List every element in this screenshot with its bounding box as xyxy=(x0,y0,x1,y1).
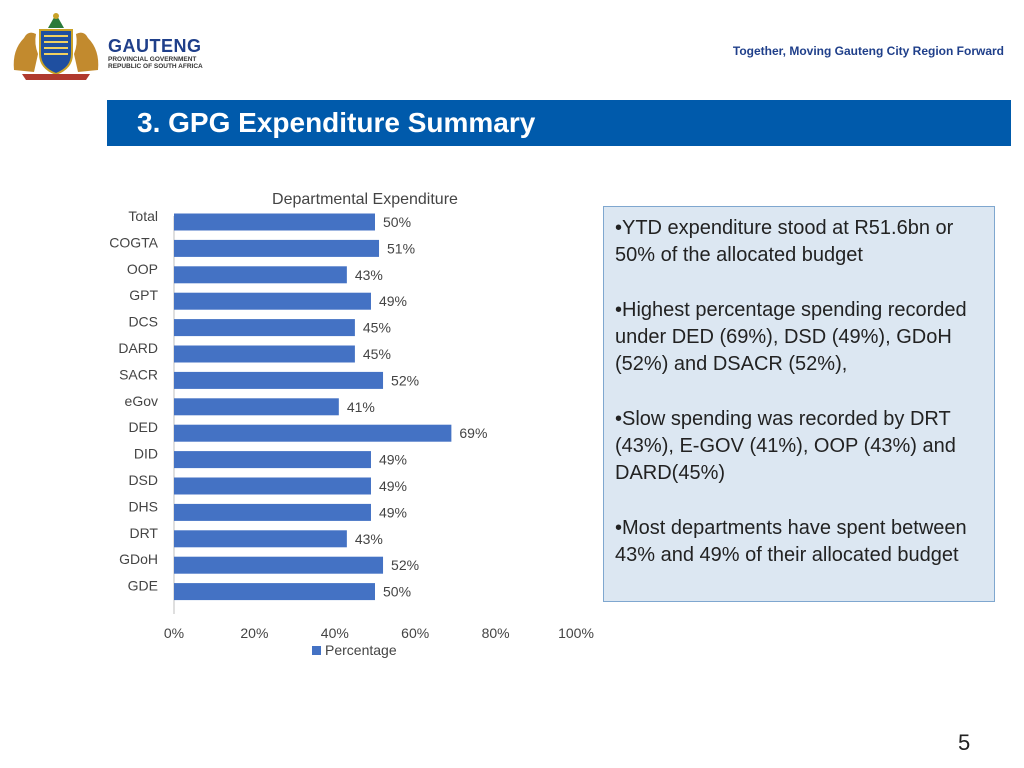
data-label: 69% xyxy=(459,425,487,441)
bar xyxy=(174,345,355,363)
data-label: 52% xyxy=(391,557,419,573)
data-label: 49% xyxy=(379,452,407,468)
chart-title: Departmental Expenditure xyxy=(272,191,458,208)
logo-sub-1: PROVINCIAL GOVERNMENT xyxy=(108,56,197,63)
category-label: eGov xyxy=(125,393,158,409)
bar xyxy=(174,583,375,601)
category-label: Total xyxy=(128,208,158,224)
expenditure-chart: Departmental Expenditure Total 50% COGTA 51%… xyxy=(109,191,594,658)
data-label: 41% xyxy=(347,399,375,415)
bar xyxy=(174,266,347,284)
note-ytd-expenditure: •YTD expenditure stood at R51.6bn or 50%… xyxy=(615,217,954,266)
data-label: 45% xyxy=(363,320,391,336)
logo-name: GAUTENG xyxy=(108,36,202,56)
data-label: 49% xyxy=(379,293,407,309)
data-label: 43% xyxy=(355,531,383,547)
x-tick-label: 0% xyxy=(164,625,184,641)
category-label: DRT xyxy=(129,525,158,541)
category-label: GDoH xyxy=(119,551,158,567)
x-tick-label: 20% xyxy=(240,625,268,641)
data-label: 45% xyxy=(363,346,391,362)
coat-of-arms-icon xyxy=(13,13,99,80)
x-tick-label: 80% xyxy=(482,625,510,641)
category-label: DCS xyxy=(128,314,158,330)
bar xyxy=(174,239,380,257)
bar xyxy=(174,503,371,521)
x-tick-label: 100% xyxy=(558,625,594,641)
bar xyxy=(174,371,384,389)
bar xyxy=(174,319,355,337)
data-label: 50% xyxy=(383,214,411,230)
bar xyxy=(174,477,371,495)
bar xyxy=(174,398,339,416)
data-label: 49% xyxy=(379,504,407,520)
category-label: DARD xyxy=(118,340,158,356)
x-tick-label: 40% xyxy=(321,625,349,641)
data-label: 52% xyxy=(391,372,419,388)
category-label: COGTA xyxy=(109,234,158,250)
x-tick-label: 60% xyxy=(401,625,429,641)
tagline: Together, Moving Gauteng City Region For… xyxy=(732,44,1004,58)
logo-sub-2: REPUBLIC OF SOUTH AFRICA xyxy=(108,63,203,70)
bar xyxy=(174,451,371,469)
bar xyxy=(174,424,452,442)
bar xyxy=(174,556,384,574)
legend-swatch xyxy=(312,646,321,655)
category-label: SACR xyxy=(119,366,158,382)
data-label: 43% xyxy=(355,267,383,283)
page-number: 5 xyxy=(958,730,971,755)
note-most-departments: •Most departments have spent between 43%… xyxy=(615,517,967,566)
data-label: 49% xyxy=(379,478,407,494)
note-highest-spending: •Highest percentage spending recorded un… xyxy=(615,299,967,375)
bar xyxy=(174,213,375,231)
page-title: 3. GPG Expenditure Summary xyxy=(137,107,536,138)
category-label: DHS xyxy=(128,498,158,514)
data-label: 50% xyxy=(383,584,411,600)
category-label: DED xyxy=(128,419,158,435)
title-bar: 3. GPG Expenditure Summary xyxy=(107,100,1011,146)
category-label: OOP xyxy=(127,261,158,277)
category-label: DID xyxy=(134,446,158,462)
category-label: GDE xyxy=(128,578,158,594)
category-label: GPT xyxy=(129,287,158,303)
category-label: DSD xyxy=(128,472,158,488)
bar xyxy=(174,292,371,310)
legend-label: Percentage xyxy=(325,642,397,658)
gauteng-logo: GAUTENG PROVINCIAL GOVERNMENT REPUBLIC O… xyxy=(8,10,208,82)
bar xyxy=(174,530,347,548)
note-slow-spending: •Slow spending was recorded by DRT (43%)… xyxy=(615,408,956,484)
summary-notes-box: •YTD expenditure stood at R51.6bn or 50%… xyxy=(603,206,995,602)
data-label: 51% xyxy=(387,240,415,256)
